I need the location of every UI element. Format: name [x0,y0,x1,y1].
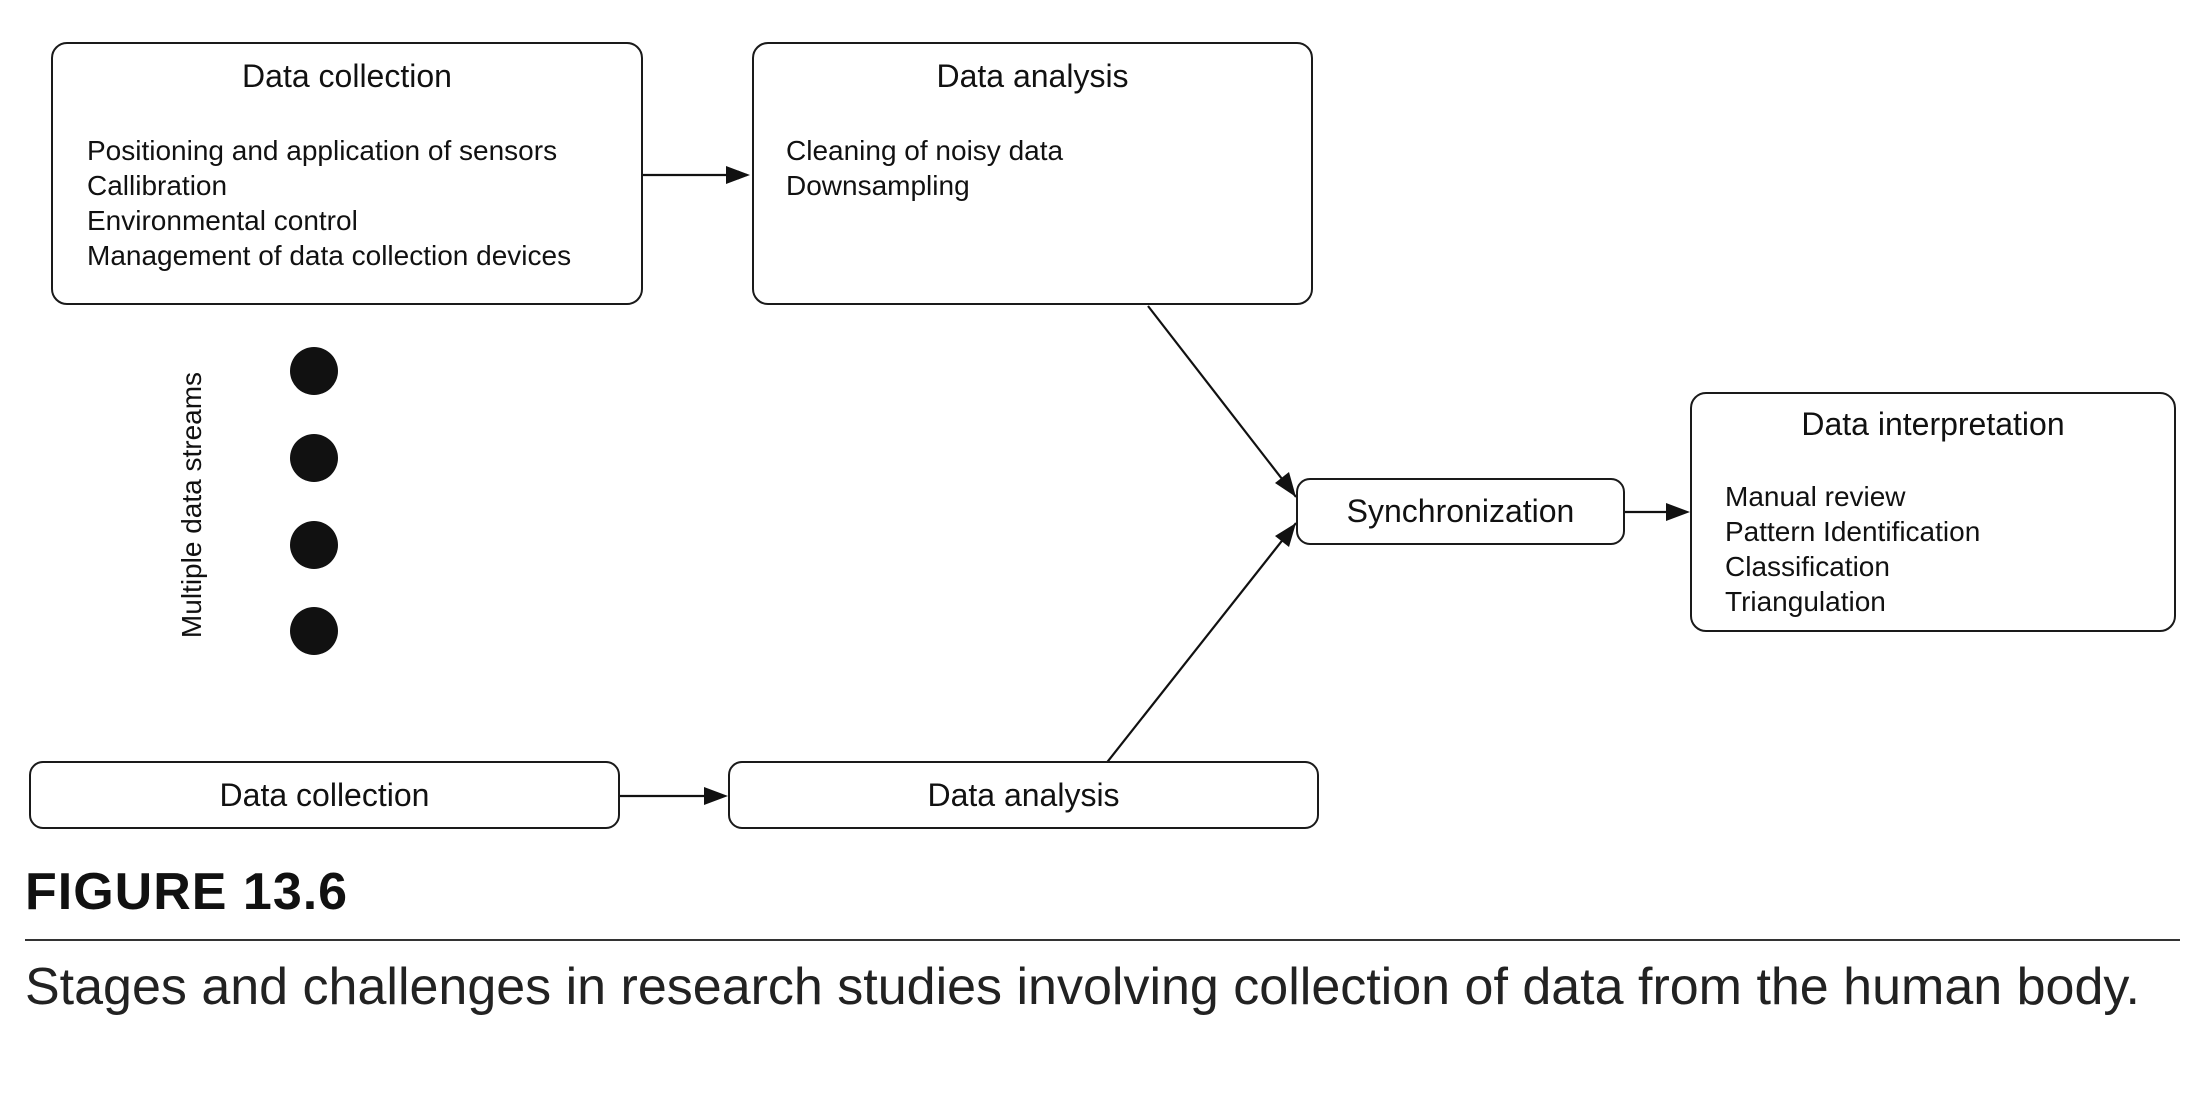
figure-label: FIGURE 13.6 [25,863,349,921]
list-item: Downsampling [786,170,970,201]
bottom-data-collection-box: Data collection [29,761,620,829]
list-item: Management of data collection devices [87,240,572,271]
list-item: Callibration [87,170,228,201]
arrow-top-analysis-to-sync-head [1275,472,1296,497]
list-item: Environmental control [87,205,358,236]
bottom-data-analysis-box: Data analysis [728,761,1319,829]
stream-dot [290,607,338,655]
stream-dot [290,434,338,482]
figure-divider [25,939,2180,941]
data-interpretation-box: Data interpretation Manual review Patter… [1690,392,2176,632]
figure-caption: Stages and challenges in research studie… [25,958,2140,1016]
arrow-top-analysis-to-sync [1147,305,1297,498]
data-interpretation-items: Manual review Pattern Identification Cla… [1725,479,1980,619]
stream-dot [290,521,338,569]
arrow-bottom-analysis-to-sync-head [1275,523,1296,547]
multiple-data-streams-label: Multiple data streams [176,371,207,639]
list-item: Classification [1725,551,1890,582]
list-item: Pattern Identification [1725,516,1981,547]
list-item: Cleaning of noisy data [786,135,1064,166]
stream-dot [290,347,338,395]
list-item: Manual review [1725,481,1906,512]
top-data-collection-box: Data collection Positioning and applicat… [51,42,643,305]
arrow-bottom-collection-to-analysis-head [704,787,728,805]
arrow-bottom-analysis-to-sync [1100,522,1297,771]
bottom-data-collection-label: Data collection [219,776,430,813]
arrow-sync-to-interpretation-head [1666,503,1690,521]
list-item: Positioning and application of sensors [87,135,558,166]
top-data-collection-items: Positioning and application of sensors C… [87,133,571,273]
synchronization-box: Synchronization [1296,478,1625,545]
data-interpretation-title: Data interpretation [1801,406,2065,442]
top-data-analysis-items: Cleaning of noisy data Downsampling [786,133,1063,203]
synchronization-label: Synchronization [1346,493,1575,529]
bottom-data-analysis-label: Data analysis [927,776,1120,813]
list-item: Triangulation [1725,586,1886,617]
top-data-collection-title: Data collection [242,58,452,94]
top-data-analysis-title: Data analysis [936,58,1129,94]
arrow-top-collection-to-analysis-head [726,166,750,184]
top-data-analysis-box: Data analysis Cleaning of noisy data Dow… [752,42,1313,305]
